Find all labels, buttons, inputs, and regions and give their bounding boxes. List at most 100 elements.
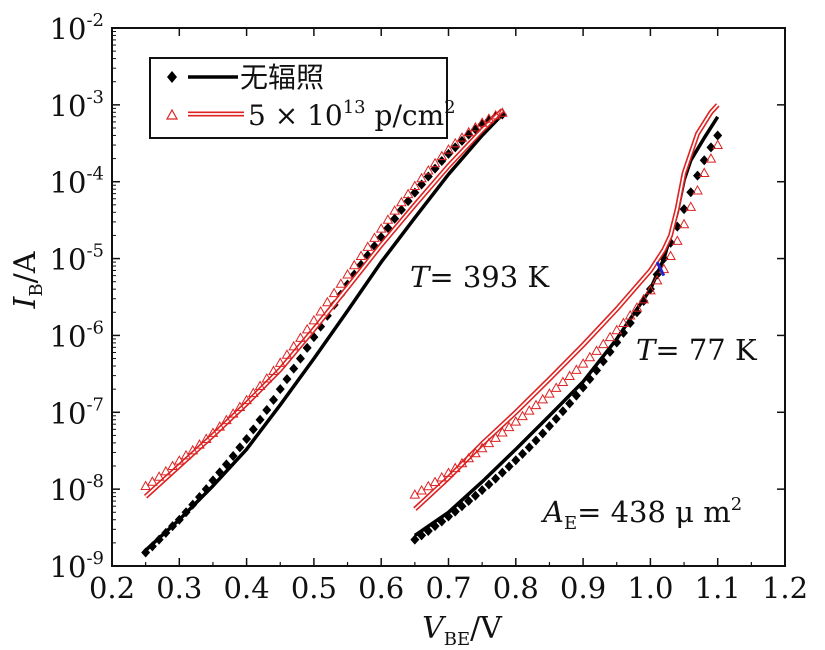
data-point-diamond bbox=[632, 307, 642, 318]
x-tick-label: 0.4 bbox=[224, 571, 270, 605]
data-point-triangle bbox=[523, 405, 535, 415]
data-point-triangle bbox=[187, 444, 199, 455]
data-point-diamond bbox=[194, 492, 204, 503]
data-point-diamond bbox=[141, 547, 151, 558]
data-point-diamond bbox=[302, 342, 312, 353]
data-point-diamond bbox=[457, 501, 467, 512]
data-point-diamond bbox=[470, 490, 480, 501]
data-point-triangle bbox=[645, 284, 656, 295]
data-point-triangle bbox=[288, 340, 300, 351]
legend-triangle-marker bbox=[165, 108, 179, 120]
data-point-triangle bbox=[503, 421, 515, 432]
data-point-diamond bbox=[430, 521, 440, 532]
data-point-triangle bbox=[416, 172, 427, 183]
data-point-diamond bbox=[497, 467, 507, 478]
data-point-triangle bbox=[261, 373, 273, 383]
y-tick-label: 10-9 bbox=[50, 548, 104, 584]
x-tick-label: 0.6 bbox=[358, 571, 404, 605]
data-point-diamond bbox=[444, 511, 453, 522]
data-point-triangle bbox=[463, 452, 475, 463]
data-point-triangle bbox=[214, 421, 226, 431]
series-line-unirradiated bbox=[144, 113, 504, 552]
series-393K-markers-triangle bbox=[140, 107, 508, 490]
data-point-triangle bbox=[322, 296, 333, 307]
data-point-diamond bbox=[390, 213, 400, 224]
data-point-diamond bbox=[544, 421, 554, 432]
data-point-triangle bbox=[295, 332, 306, 342]
data-point-triangle bbox=[456, 132, 468, 142]
data-point-triangle bbox=[597, 338, 609, 349]
data-point-triangle bbox=[160, 465, 172, 476]
data-point-triangle bbox=[328, 287, 340, 298]
data-point-triangle bbox=[611, 324, 623, 335]
data-point-triangle bbox=[449, 137, 461, 148]
data-point-triangle bbox=[604, 331, 616, 342]
data-point-triangle bbox=[173, 455, 185, 465]
data-point-diamond bbox=[174, 514, 184, 525]
data-point-triangle bbox=[577, 358, 589, 368]
data-point-triangle bbox=[557, 376, 569, 386]
data-point-diamond bbox=[605, 346, 615, 357]
data-point-triangle bbox=[490, 109, 501, 120]
y-axis-title-main: I bbox=[8, 295, 43, 309]
data-point-triangle bbox=[362, 241, 374, 251]
series-393K-line-line-black bbox=[144, 113, 504, 552]
data-point-triangle bbox=[470, 447, 481, 458]
legend: 无辐照 5 × 1013 p/cm2 bbox=[149, 57, 456, 139]
data-point-triangle bbox=[476, 442, 488, 453]
data-point-diamond bbox=[295, 353, 305, 364]
series-line-irradiated-inner bbox=[144, 109, 503, 498]
data-point-triangle bbox=[402, 188, 414, 199]
data-point-triangle bbox=[665, 250, 676, 261]
data-point-diamond bbox=[228, 450, 238, 461]
data-point-diamond bbox=[699, 155, 709, 166]
plot-area bbox=[140, 103, 724, 558]
x-axis-title-sub: BE bbox=[444, 629, 470, 650]
x-tick-label: 1.1 bbox=[695, 571, 741, 605]
data-point-diamond bbox=[269, 394, 279, 405]
data-point-diamond bbox=[161, 527, 171, 538]
series-line-unirradiated bbox=[413, 115, 720, 537]
data-point-triangle bbox=[342, 269, 353, 279]
series-77K-markers-triangle bbox=[409, 139, 724, 499]
y-axis-title-unit: /A bbox=[8, 251, 43, 283]
data-point-diamond bbox=[188, 499, 198, 510]
y-tick-label: 10-6 bbox=[50, 317, 104, 353]
annotation-77k: T= 77 K bbox=[636, 333, 758, 367]
data-point-triangle bbox=[496, 427, 508, 437]
axes: 0.2 0.3 0.4 0.5 0.6 0.7 0.8 0.9 1.0 1.1 1.2 10-9 10-… bbox=[50, 10, 809, 605]
data-point-triangle bbox=[227, 408, 239, 418]
data-point-diamond bbox=[618, 327, 628, 338]
data-point-triangle bbox=[550, 382, 562, 392]
data-point-diamond bbox=[645, 284, 655, 295]
data-point-diamond bbox=[444, 148, 453, 159]
data-point-triangle bbox=[389, 205, 401, 215]
x-tick-label: 1.2 bbox=[762, 571, 808, 605]
data-point-triangle bbox=[624, 309, 636, 320]
data-point-diamond bbox=[571, 390, 581, 401]
data-point-diamond bbox=[242, 433, 252, 444]
data-point-triangle bbox=[530, 399, 542, 410]
data-point-triangle bbox=[221, 414, 232, 425]
x-tick-label: 1.0 bbox=[627, 571, 673, 605]
data-point-triangle bbox=[147, 476, 158, 486]
data-point-triangle bbox=[490, 432, 501, 442]
data-point-diamond bbox=[181, 507, 191, 518]
data-point-diamond bbox=[147, 541, 157, 552]
series-77K-line-line-red bbox=[413, 103, 720, 511]
x-axis-title-unit: /V bbox=[470, 611, 503, 646]
data-point-triangle bbox=[584, 351, 596, 362]
legend-diamond-marker bbox=[167, 71, 177, 83]
data-point-triangle bbox=[335, 278, 347, 288]
series-393K-line-line-red bbox=[143, 108, 505, 499]
data-point-triangle bbox=[456, 457, 468, 468]
x-tick-label: 0.7 bbox=[425, 571, 471, 605]
data-point-diamond bbox=[578, 382, 588, 393]
data-point-triangle bbox=[153, 471, 165, 481]
data-point-diamond bbox=[403, 196, 413, 207]
y-tick-label: 10-4 bbox=[50, 164, 104, 200]
y-axis-title-sub: B bbox=[26, 283, 47, 296]
data-point-diamond bbox=[558, 406, 568, 417]
data-point-diamond bbox=[168, 521, 178, 532]
data-point-diamond bbox=[235, 442, 245, 453]
